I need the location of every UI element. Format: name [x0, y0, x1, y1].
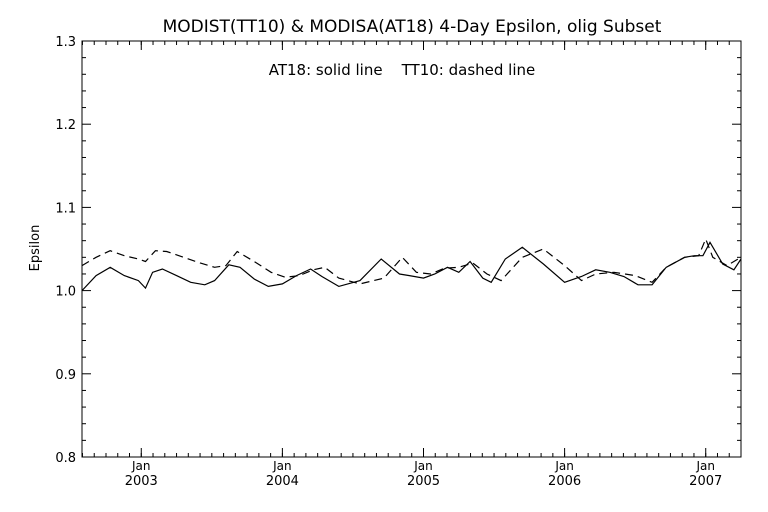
x-tick-year-label: 2006 — [548, 474, 581, 489]
chart-title: MODIST(TT10) & MODISA(AT18) 4-Day Epsilo… — [163, 17, 662, 37]
y-tick-label: 1.2 — [55, 118, 76, 133]
y-tick-label: 1.1 — [55, 201, 76, 216]
x-tick-month-label: Jan — [413, 459, 433, 473]
x-tick-year-label: 2007 — [689, 474, 722, 489]
y-axis: 0.8 0.9 1.0 1.1 1.2 1.3 — [55, 35, 741, 466]
plot-frame — [81, 40, 742, 458]
y-axis-label: Epsilon — [28, 225, 43, 272]
x-tick-month-label: Jan — [554, 459, 574, 473]
y-tick-label: 0.8 — [55, 451, 76, 466]
series-group — [81, 237, 742, 292]
y-tick-label: 0.9 — [55, 368, 76, 383]
x-tick-year-label: 2004 — [266, 474, 299, 489]
series-line-at18 — [81, 241, 742, 292]
x-tick-year-label: 2003 — [125, 474, 158, 489]
x-tick-year-label: 2005 — [407, 474, 440, 489]
x-tick-month-label: Jan — [131, 459, 151, 473]
y-tick-label: 1.0 — [55, 285, 76, 300]
x-tick-month-label: Jan — [272, 459, 292, 473]
y-tick-label: 1.3 — [55, 35, 76, 50]
series-annotation: AT18: solid line TT10: dashed line — [269, 61, 536, 79]
x-tick-month-label: Jan — [695, 459, 715, 473]
